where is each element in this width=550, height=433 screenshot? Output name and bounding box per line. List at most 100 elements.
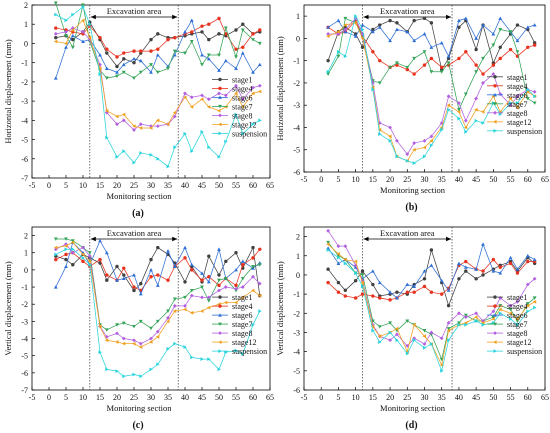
y-axis-title: Horizontal displacement (mm) <box>275 36 285 140</box>
excavation-arrowhead-right <box>446 236 452 242</box>
series-stage7 <box>53 1 262 80</box>
data-point <box>491 309 496 314</box>
x-tick-label: 45 <box>472 175 480 184</box>
legend-entry: suspension <box>507 347 542 356</box>
x-tick-label: 30 <box>421 393 429 402</box>
data-point <box>81 3 85 7</box>
x-tick-label: 50 <box>489 393 497 402</box>
data-point <box>258 118 262 123</box>
data-point <box>149 267 153 272</box>
data-point <box>508 96 513 101</box>
data-point <box>474 63 478 67</box>
data-point <box>422 345 427 350</box>
data-point <box>207 357 211 362</box>
data-point <box>422 32 427 36</box>
data-point <box>166 122 170 127</box>
data-point <box>217 283 221 288</box>
legend-entry: stage1 <box>507 73 527 82</box>
data-point <box>377 334 382 339</box>
data-point <box>378 296 382 300</box>
data-point <box>525 89 530 94</box>
data-point <box>200 309 204 313</box>
x-tick-label: 40 <box>455 393 463 402</box>
x-tick-label: 5 <box>336 175 340 184</box>
data-point <box>234 91 238 96</box>
legend-marker <box>218 95 222 99</box>
data-point <box>405 319 410 323</box>
data-point <box>532 89 537 94</box>
data-point <box>336 244 341 249</box>
y-tick-label: 0 <box>296 271 300 280</box>
data-point <box>515 23 520 27</box>
x-tick-label: -5 <box>301 393 308 402</box>
x-tick-label: -5 <box>29 393 36 402</box>
data-point <box>149 367 153 372</box>
data-point <box>439 70 444 74</box>
data-point <box>64 45 68 49</box>
data-point <box>234 55 238 59</box>
data-point <box>463 125 468 130</box>
data-point <box>440 127 444 132</box>
data-point <box>533 94 537 99</box>
legend-marker <box>493 119 497 124</box>
data-point <box>257 89 262 94</box>
data-point <box>457 56 461 61</box>
data-point <box>447 338 451 343</box>
data-point <box>491 317 495 321</box>
data-point <box>217 278 221 283</box>
data-point <box>532 296 537 300</box>
data-point <box>353 296 358 300</box>
data-point <box>326 242 330 247</box>
data-point <box>474 315 478 320</box>
legend-marker <box>493 304 497 308</box>
data-point <box>251 91 255 96</box>
data-point <box>104 76 109 80</box>
legend: stage1stage4stage6stage7stage8stage12sus… <box>487 293 542 356</box>
data-point <box>166 316 170 320</box>
x-tick-label: 0 <box>47 181 51 190</box>
data-point <box>388 330 392 335</box>
y-tick-label: -3 <box>21 97 28 106</box>
data-point <box>87 254 92 259</box>
data-point <box>183 304 187 308</box>
data-point <box>54 257 58 262</box>
data-point <box>115 264 119 269</box>
data-point <box>474 267 479 271</box>
x-tick-label: 55 <box>232 393 240 402</box>
y-tick-label: 2 <box>24 1 28 10</box>
data-point <box>481 23 485 27</box>
legend-entry: stage12 <box>232 120 256 129</box>
data-point <box>370 324 375 329</box>
x-tick-label: 20 <box>113 181 121 190</box>
data-point <box>166 278 170 282</box>
data-point <box>64 34 68 38</box>
data-point <box>257 263 262 267</box>
data-point <box>360 45 365 50</box>
series-line-suspension <box>55 6 260 168</box>
legend-marker <box>493 349 497 353</box>
data-point <box>515 38 520 43</box>
data-point <box>115 154 119 159</box>
y-tick-label: -6 <box>293 168 300 177</box>
y-tick-label: 0 <box>296 34 300 43</box>
y-tick-label: 1 <box>296 12 300 21</box>
data-point <box>481 121 485 125</box>
data-point <box>412 56 417 61</box>
data-point <box>240 259 245 263</box>
data-point <box>336 49 341 54</box>
data-point <box>206 295 211 300</box>
data-point <box>360 292 365 296</box>
data-point <box>234 83 238 88</box>
data-point <box>98 35 102 40</box>
legend-entry: stage4 <box>507 302 527 311</box>
data-point <box>234 47 238 51</box>
data-point <box>155 70 160 75</box>
data-point <box>463 320 468 325</box>
y-tick-label: -5 <box>21 352 28 361</box>
series-stage8 <box>53 242 262 346</box>
data-point <box>53 76 58 80</box>
data-point <box>217 32 221 36</box>
data-point <box>70 240 75 245</box>
data-point <box>388 298 392 302</box>
data-point <box>240 295 245 300</box>
